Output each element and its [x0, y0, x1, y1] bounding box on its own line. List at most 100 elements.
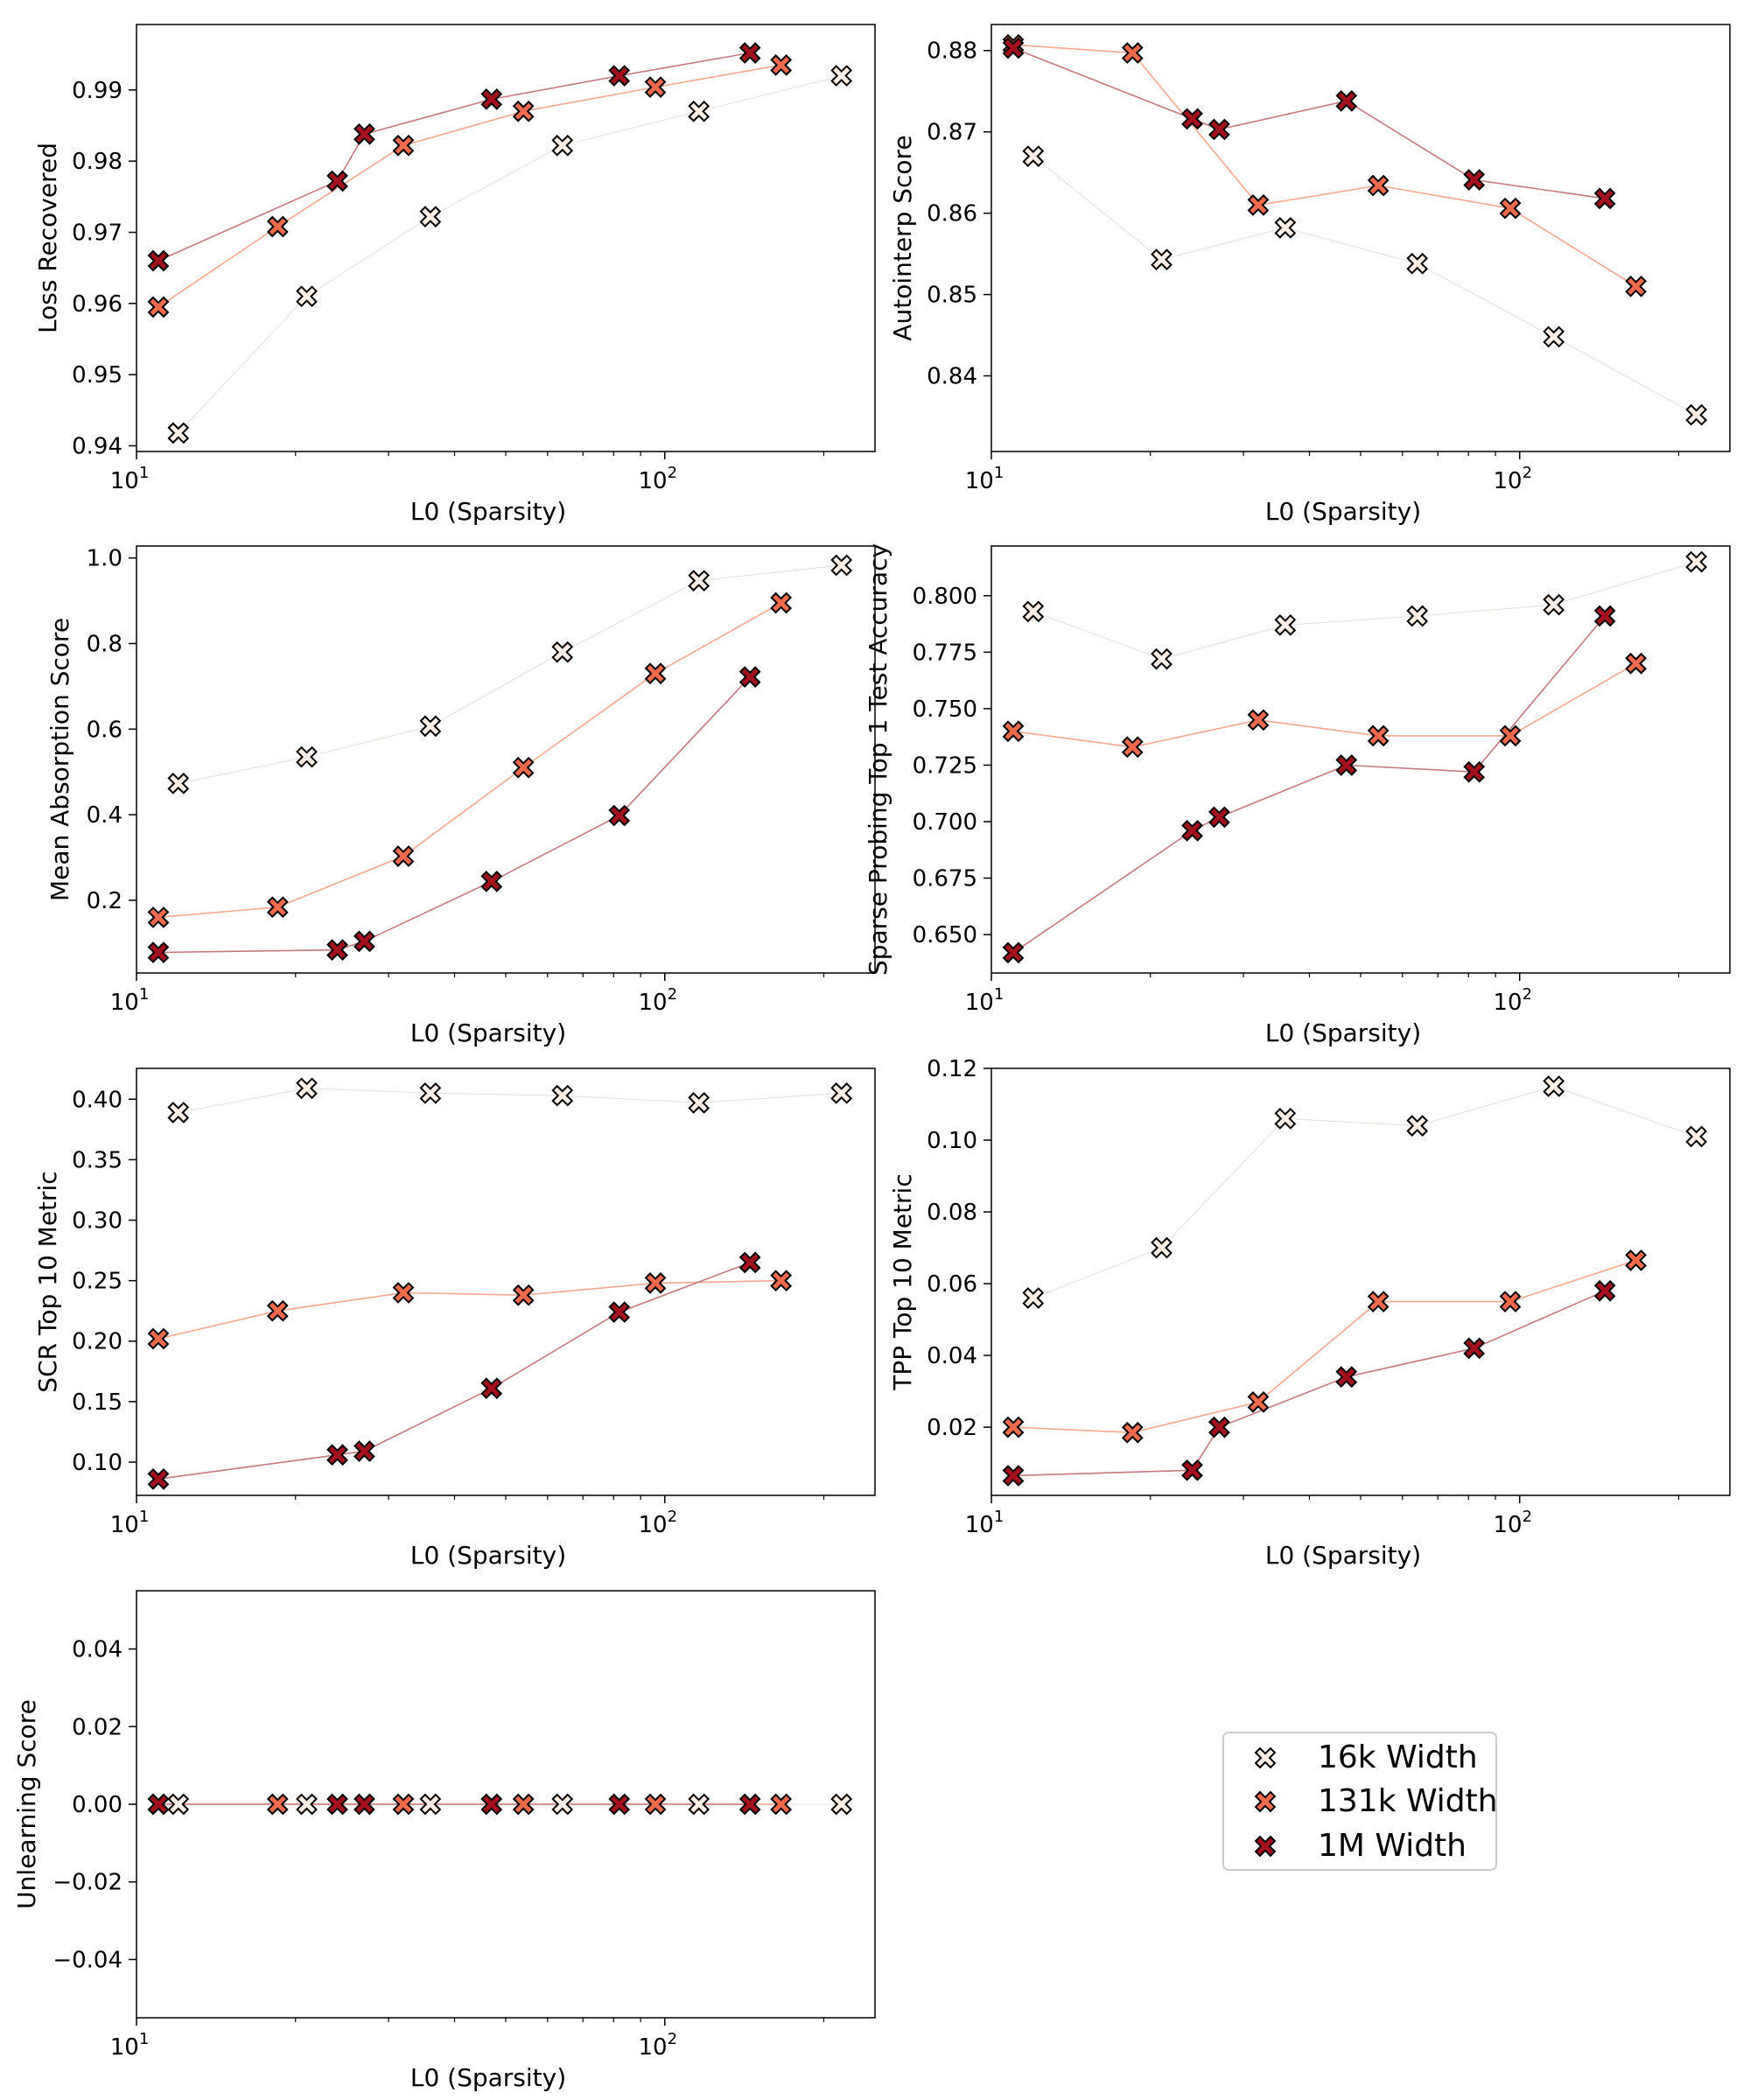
data-point-16k: [688, 570, 710, 592]
data-point-131k: [644, 1272, 667, 1294]
data-point-1m: [1593, 1279, 1616, 1302]
data-point-1m: [326, 170, 348, 192]
data-point-131k: [1247, 193, 1270, 216]
chart-panel-3: 101 102 0.2 0.4 0.6 0.8 1.0 L0 (Sparsity) Mean A…: [46, 545, 876, 1047]
data-point-131k: [392, 1282, 415, 1304]
x-axis-label: L0 (Sparsity): [1265, 497, 1421, 526]
data-point-1m: [608, 1793, 631, 1816]
y-tick-label: 0.12: [927, 1056, 977, 1082]
x-tick-label: 101: [965, 464, 1004, 494]
data-point-16k: [1685, 403, 1708, 426]
data-point-16k: [688, 100, 710, 122]
data-point-1m: [1208, 118, 1230, 141]
legend-entry-1m: 1M Width: [1254, 1828, 1466, 1864]
y-tick-label: 0.02: [927, 1415, 977, 1441]
data-point-131k: [266, 896, 289, 919]
data-point-1m: [480, 1793, 503, 1816]
data-point-1m: [738, 1793, 761, 1816]
data-point-1m: [608, 65, 631, 87]
data-point-16k: [1274, 217, 1297, 239]
data-point-1m: [480, 1377, 503, 1400]
x-tick-label: 101: [110, 464, 150, 494]
data-point-131k: [512, 1793, 535, 1816]
data-point-1m: [608, 1301, 631, 1323]
data-point-131k: [1002, 1416, 1025, 1438]
legend-label-1m: 1M Width: [1318, 1828, 1466, 1864]
data-point-131k: [1367, 1291, 1390, 1312]
data-point-1m: [1593, 187, 1616, 210]
x-tick-label: 102: [1493, 1508, 1532, 1538]
series-line-16k: [178, 75, 842, 434]
data-point-1m: [1181, 819, 1203, 842]
data-point-131k: [512, 100, 535, 122]
data-point-1m: [1335, 90, 1358, 112]
data-point-16k: [1543, 326, 1565, 348]
data-point-1m: [1463, 169, 1486, 191]
data-point-16k: [1406, 605, 1429, 627]
data-point-16k: [1543, 593, 1565, 616]
data-point-131k: [1625, 275, 1647, 298]
data-point-1m: [1463, 1337, 1486, 1360]
x-tick-label: 101: [110, 2030, 150, 2061]
y-tick-label: 0.04: [927, 1343, 977, 1369]
data-point-16k: [1685, 1125, 1708, 1148]
y-tick-label: 1.0: [87, 546, 122, 572]
data-point-16k: [296, 285, 318, 308]
data-point-1m: [608, 804, 631, 827]
y-axis-label: Unlearning Score: [12, 1699, 41, 1909]
y-axis-label: Mean Absorption Score: [46, 618, 74, 901]
data-point-16k: [1022, 145, 1045, 167]
data-point-1m: [354, 930, 375, 953]
chart-panel-7: 101 102 −0.04 −0.02 0.00 0.02 0.04 L0 (Sparsity…: [12, 1590, 876, 2092]
y-tick-label: 0.675: [913, 866, 977, 892]
x-tick-label: 101: [110, 985, 150, 1016]
y-tick-label: 0.25: [72, 1269, 122, 1295]
plot-frame: [136, 545, 876, 974]
legend-entry-16k: 16k Width: [1254, 1740, 1478, 1775]
data-point-16k: [551, 1084, 574, 1107]
data-point-131k: [1002, 720, 1025, 743]
y-tick-label: 0.99: [72, 78, 122, 104]
data-point-16k: [1151, 248, 1172, 270]
x-axis-label: L0 (Sparsity): [410, 1541, 566, 1570]
series-line-16k: [178, 564, 842, 784]
data-point-1m: [147, 942, 170, 963]
data-point-131k: [1625, 652, 1647, 675]
data-point-1m: [738, 666, 761, 688]
x-tick-label: 102: [1493, 464, 1532, 494]
y-tick-label: 0.30: [72, 1208, 122, 1234]
data-point-131k: [512, 756, 535, 779]
y-tick-label: 0.98: [72, 149, 122, 175]
data-point-1m: [147, 1467, 170, 1490]
data-point-131k: [644, 76, 667, 98]
data-point-131k: [1499, 724, 1522, 747]
data-point-16k: [296, 1793, 318, 1816]
series-line-16k: [1032, 1085, 1697, 1298]
series-line-131k: [1012, 662, 1636, 748]
data-point-16k: [830, 554, 853, 577]
data-point-131k: [147, 296, 170, 318]
data-point-16k: [830, 1793, 853, 1816]
data-point-131k: [1367, 724, 1390, 747]
chart-panel-4: 101 102 0.650 0.675 0.700 0.725 0.750 0.775 0.80…: [864, 543, 1731, 1047]
x-tick-label: 101: [110, 1508, 150, 1538]
data-point-16k: [419, 715, 442, 738]
data-point-16k: [551, 134, 574, 157]
series-line-1m: [158, 52, 751, 262]
data-point-131k: [392, 1793, 415, 1816]
data-point-1m: [1181, 108, 1203, 130]
data-point-131k: [770, 1270, 792, 1292]
data-point-1m: [1463, 760, 1486, 783]
data-point-1m: [1181, 1459, 1203, 1481]
data-point-16k: [1022, 1287, 1045, 1309]
data-point-131k: [512, 1284, 535, 1306]
data-point-16k: [551, 640, 574, 663]
data-point-16k: [296, 1077, 318, 1100]
x-tick-label: 102: [638, 464, 677, 494]
x-tick-label: 101: [965, 1508, 1004, 1538]
data-point-1m: [1335, 754, 1358, 776]
data-point-1m: [1002, 942, 1025, 964]
series-line-16k: [178, 1088, 842, 1113]
data-point-1m: [354, 1793, 375, 1816]
data-point-16k: [1022, 600, 1045, 623]
